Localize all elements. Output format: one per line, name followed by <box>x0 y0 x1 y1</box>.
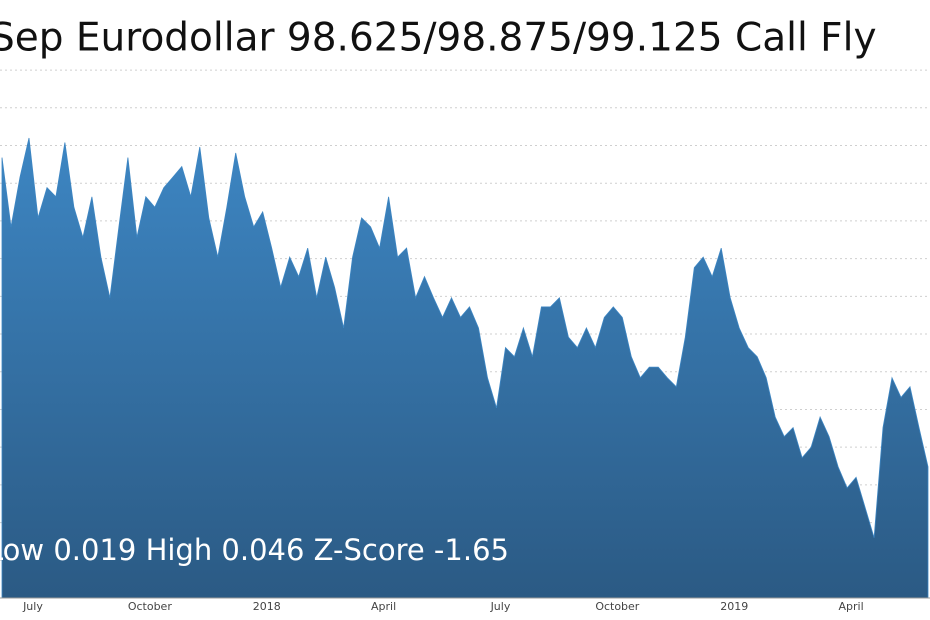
annotation: Low 0.019 High 0.046 Z-Score -1.65 <box>0 533 509 567</box>
area <box>1 137 929 599</box>
x-tick-label: October <box>128 600 172 613</box>
x-tick-label: July <box>490 600 511 613</box>
x-tick-label: July <box>22 600 43 613</box>
chart-title: Sep Eurodollar 98.625/98.875/99.125 Call… <box>0 16 877 61</box>
x-tick-label: 2018 <box>253 600 281 613</box>
x-tick-label: April <box>371 600 396 613</box>
x-tick-label: October <box>595 600 639 613</box>
x-tick-label: 2019 <box>720 600 748 613</box>
x-tick-label: April <box>839 600 864 613</box>
